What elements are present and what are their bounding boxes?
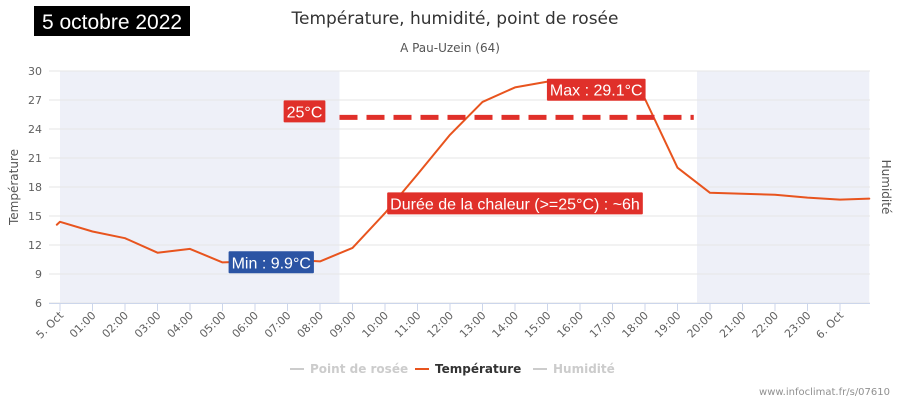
y-tick-label: 9 — [35, 268, 42, 281]
y-tick-label: 12 — [28, 239, 42, 252]
credit-link[interactable]: www.infoclimat.fr/s/07610 — [759, 387, 890, 398]
min-label: Min : 9.9°C — [228, 251, 314, 274]
x-tick-label: 03:00 — [132, 309, 164, 341]
y-tick-label: 30 — [28, 65, 42, 78]
legend: Point de rosée Température Humidité — [290, 362, 615, 376]
duration-label: Durée de la chaleur (>=25°C) : ~6h — [387, 192, 643, 215]
y-tick-label: 27 — [28, 94, 42, 107]
y-tick-label: 18 — [28, 181, 42, 194]
threshold-label: 25°C — [283, 100, 326, 123]
x-tick-label: 15:00 — [522, 309, 554, 341]
y-tick-label: 6 — [35, 297, 42, 310]
annotations-layer: 25°C Max : 29.1°C Min : 9.9°C Durée de la c… — [228, 78, 646, 274]
x-tick-label: 13:00 — [457, 309, 489, 341]
series-layer — [55, 80, 871, 264]
min-label-box — [228, 251, 314, 274]
x-tick-label: 06:00 — [230, 309, 262, 341]
threshold-label-text: 25°C — [287, 104, 323, 121]
x-tick-label: 12:00 — [425, 309, 457, 341]
max-label: Max : 29.1°C — [546, 78, 646, 101]
x-tick-label: 22:00 — [750, 309, 782, 341]
x-tick-label: 04:00 — [165, 309, 197, 341]
duration-label-box — [387, 192, 643, 215]
legend-label: Point de rosée — [310, 362, 408, 376]
x-tick-label: 05:00 — [197, 309, 229, 341]
legend-item[interactable]: Température — [415, 362, 521, 376]
y-axis-title: Température — [7, 149, 21, 226]
gridlines — [49, 70, 870, 304]
x-tick-label: 16:00 — [555, 309, 587, 341]
legend-item[interactable]: Point de rosée — [290, 362, 408, 376]
x-tick-label: 10:00 — [360, 309, 392, 341]
x-tick-label: 07:00 — [262, 309, 294, 341]
max-label-box — [546, 78, 646, 101]
x-tick-label: 23:00 — [782, 309, 814, 341]
y-tick-label: 24 — [28, 123, 42, 136]
x-tick-label: 6. Oct — [814, 308, 847, 341]
legend-label: Humidité — [553, 362, 615, 376]
y-axis: 6 9 12 15 18 21 24 27 30 — [28, 65, 42, 310]
legend-item[interactable]: Humidité — [533, 362, 615, 376]
chart-title: Température, humidité, point de rosée — [291, 9, 619, 29]
date-badge-text: 5 octobre 2022 — [42, 11, 182, 34]
y-tick-label: 15 — [28, 210, 42, 223]
x-axis: 5. Oct 01:00 02:00 03:00 04:00 05:00 06:00 07:0… — [34, 303, 870, 341]
x-tick-label: 17:00 — [587, 309, 619, 341]
x-tick-label: 19:00 — [652, 309, 684, 341]
x-tick-label: 21:00 — [717, 309, 749, 341]
x-tick-label: 14:00 — [490, 309, 522, 341]
x-tick-label: 20:00 — [685, 309, 717, 341]
x-tick-label: 08:00 — [295, 309, 327, 341]
date-badge: 5 octobre 2022 — [34, 6, 190, 36]
chart-subtitle: A Pau-Uzein (64) — [400, 41, 500, 55]
x-tick-label: 18:00 — [620, 309, 652, 341]
min-label-text: Min : 9.9°C — [232, 255, 311, 272]
y-tick-label: 21 — [28, 152, 42, 165]
series-line-temperature — [55, 80, 871, 264]
x-tick-label: 5. Oct — [34, 308, 67, 341]
y-axis-title-right: Humidité — [879, 160, 893, 215]
x-tick-label: 11:00 — [392, 309, 424, 341]
x-tick-label: 09:00 — [327, 309, 359, 341]
threshold-label-box — [283, 100, 326, 123]
duration-label-text: Durée de la chaleur (>=25°C) : ~6h — [390, 196, 640, 213]
x-tick-label: 01:00 — [67, 309, 99, 341]
x-tick-label: 02:00 — [100, 309, 132, 341]
legend-label: Température — [435, 362, 521, 376]
max-label-text: Max : 29.1°C — [550, 83, 643, 100]
